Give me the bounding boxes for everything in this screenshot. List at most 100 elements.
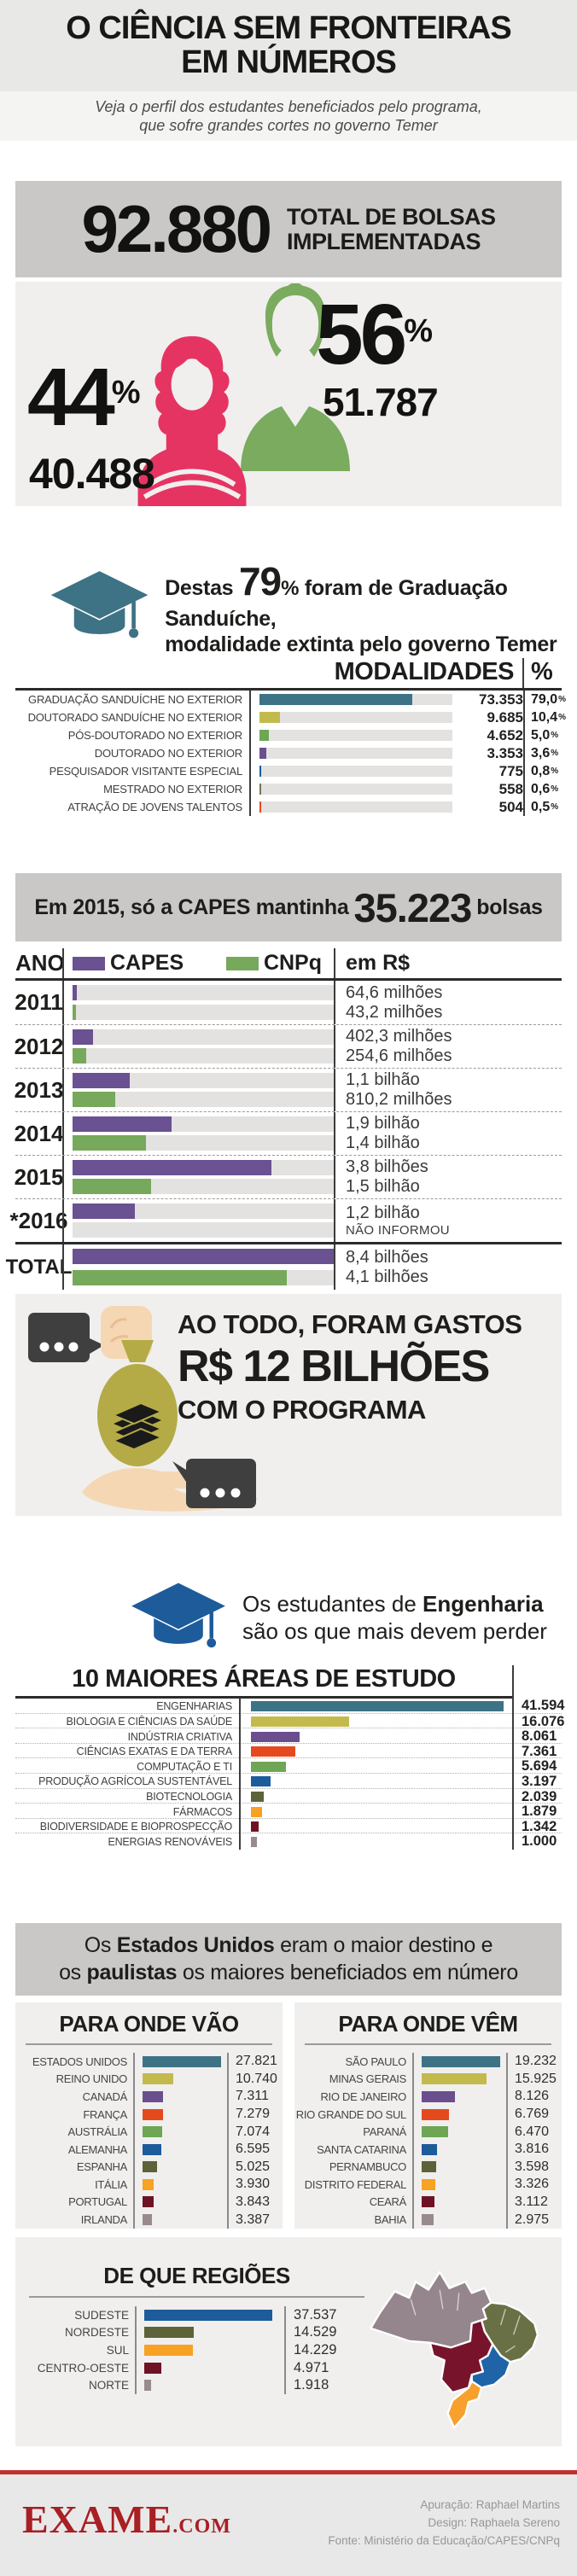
modality-percent: 79,0% (523, 691, 566, 708)
region-value: 14.529 (284, 2323, 378, 2342)
credit-source: Fonte: Ministério da Educação/CAPES/CNPq (328, 2533, 560, 2547)
table-row: FÁRMACOS 1.879 (15, 1803, 562, 1821)
region-bar (144, 2380, 151, 2392)
legend-cnpq: CNPq (225, 951, 322, 976)
capes-bar-track (73, 1249, 334, 1264)
state-bar (422, 2178, 435, 2190)
regions-rows: SUDESTE 37.537 NORDESTE 14.529 SUL 14.22… (15, 2305, 378, 2394)
footer-divider (0, 2469, 577, 2474)
spending-rows: 2011 64,6 milhões 43,2 milhões 2012 (10, 981, 562, 1242)
state-label: BAHIA (294, 2211, 414, 2229)
table-row: AUSTRÁLIA 7.074 (15, 2123, 283, 2141)
modality-bar-track (259, 730, 452, 741)
exame-logo[interactable]: EXAME.COM (22, 2497, 231, 2541)
capes-2015-value: 35.223 (353, 884, 472, 930)
area-bar (251, 1821, 259, 1833)
destinations-band-line2: os paulistas os maiores beneficiados em … (59, 1961, 518, 1985)
cnpq-value: 1,5 bilhão (346, 1177, 420, 1196)
cnpq-bar (73, 1135, 146, 1151)
state-bar (422, 2090, 455, 2102)
capes-bar (73, 1029, 94, 1045)
header-title-band: O CIÊNCIA SEM FRONTEIRAS EM NÚMEROS (0, 0, 577, 91)
table-row: ENERGIAS RENOVÁVEIS 1.000 (15, 1833, 562, 1850)
sandwich-highlight-text: Destas 79% foram de Graduação Sanduíche,… (165, 559, 557, 657)
modality-bar (259, 766, 262, 777)
modality-bar (259, 730, 270, 741)
total-scholarships-label: TOTAL DE BOLSAS IMPLEMENTADAS (287, 203, 496, 254)
capes-value: 3,8 bilhões (346, 1157, 428, 1176)
table-row: CANADÁ 7.311 (15, 2088, 283, 2106)
table-row: BIODIVERSIDADE E BIOPROSPECÇÃO 1.342 (15, 1817, 562, 1835)
modality-bar (259, 801, 262, 813)
table-row: REINO UNIDO 10.740 (15, 2070, 283, 2089)
area-bar (251, 1806, 263, 1817)
page-subtitle-line2: que sofre grandes cortes no governo Teme… (139, 117, 438, 134)
table-row: DOUTORADO SANDUÍCHE NO EXTERIOR 9.685 10… (15, 708, 566, 726)
state-value: 3.816 (506, 2140, 562, 2159)
cnpq-swatch (225, 956, 259, 970)
modalities-table: MODALIDADES % GRADUAÇÃO SANDUÍCHE NO EXT… (15, 655, 566, 816)
legend-capes: CAPES (73, 951, 184, 976)
modality-label: MESTRADO NO EXTERIOR (15, 780, 251, 798)
area-value: 7.361 (512, 1743, 562, 1760)
modality-label: PÓS-DOUTORADO NO EXTERIOR (15, 726, 251, 744)
destination-origin-panels: PARA ONDE VÃO ESTADOS UNIDOS 27.821 REIN… (0, 2002, 577, 2229)
engineering-highlight-text: Os estudantes de Engenharia são os que m… (242, 1591, 547, 1644)
modality-bar (259, 712, 280, 723)
country-value: 7.311 (227, 2088, 283, 2106)
table-row: MESTRADO NO EXTERIOR 558 0,6% (15, 780, 562, 798)
regions-title: DE QUE REGIÕES (103, 2262, 290, 2288)
country-label: PORTUGAL (15, 2193, 135, 2212)
modality-label: ATRAÇÃO DE JOVENS TALENTOS (15, 798, 251, 816)
year-label: 2012 (14, 1033, 64, 1059)
capes-2015-prefix: Em 2015, só a CAPES mantinha (34, 895, 349, 919)
year-bars (62, 1112, 334, 1155)
country-bar (143, 2143, 161, 2155)
total-row: TOTAL 8,4 bilhões 4,1 bilhões (6, 1242, 562, 1290)
country-label: ITÁLIA (15, 2176, 135, 2194)
country-bar (143, 2214, 153, 2226)
table-row: ESPANHA 5.025 (15, 2158, 283, 2177)
total-values: 8,4 bilhões 4,1 bilhões (334, 1244, 562, 1290)
capes-value: 402,3 milhões (346, 1027, 452, 1046)
table-row: ENGENHARIAS 41.594 (15, 1698, 564, 1714)
year-label: 2013 (14, 1076, 64, 1103)
state-label: RIO GRANDE DO SUL (294, 2105, 414, 2124)
capes-value: 1,9 bilhão (346, 1114, 420, 1133)
gender-split-section: 44% 40.488 56% 51.787 (15, 282, 562, 506)
country-label: REINO UNIDO (15, 2070, 135, 2089)
region-label: NORTE (15, 2376, 137, 2394)
capes-bar-track (73, 1203, 334, 1219)
table-row: PERNAMBUCO 3.598 (294, 2158, 562, 2177)
state-label: SANTA CATARINA (294, 2140, 414, 2159)
origins-panel: PARA ONDE VÊM SÃO PAULO 19.232 MINAS GER… (294, 2002, 562, 2229)
state-label: DISTRITO FEDERAL (294, 2176, 414, 2194)
area-value: 1.879 (512, 1804, 562, 1821)
country-label: AUSTRÁLIA (15, 2123, 135, 2141)
table-row: PORTUGAL 3.843 (15, 2193, 283, 2212)
state-label: MINAS GERAIS (294, 2070, 414, 2089)
country-bar (143, 2126, 163, 2138)
country-bar (143, 2073, 173, 2085)
year-column-header: ANO (15, 950, 65, 976)
modalities-title: MODALIDADES (334, 658, 515, 685)
table-row: COMPUTAÇÃO E TI 5.694 (15, 1757, 562, 1775)
region-label: CENTRO-OESTE (15, 2358, 137, 2377)
area-bar (251, 1746, 296, 1757)
header-subtitle-band: Veja o perfil dos estudantes beneficiado… (0, 91, 577, 141)
year-values: 1,9 bilhão 1,4 bilhão (334, 1112, 562, 1155)
modality-value: 504 (498, 798, 523, 815)
state-bar (422, 2196, 434, 2208)
table-row: PESQUISADOR VISITANTE ESPECIAL 775 0,8% (15, 762, 562, 780)
area-label: BIODIVERSIDADE E BIOPROSPECÇÃO (39, 1821, 233, 1833)
table-row: PÓS-DOUTORADO NO EXTERIOR 4.652 5,0% (15, 726, 562, 744)
state-value: 3.112 (506, 2193, 562, 2212)
region-bar (144, 2344, 193, 2356)
cnpq-bar (73, 1048, 86, 1064)
capes-value: 64,6 milhões (346, 982, 443, 1002)
country-label: ESPANHA (15, 2158, 135, 2177)
destinations-rows: ESTADOS UNIDOS 27.821 REINO UNIDO 10.740… (15, 2052, 283, 2229)
state-value: 15.925 (506, 2070, 562, 2089)
table-row: FRANÇA 7.279 (15, 2105, 283, 2124)
cnpq-bar (73, 1179, 151, 1194)
